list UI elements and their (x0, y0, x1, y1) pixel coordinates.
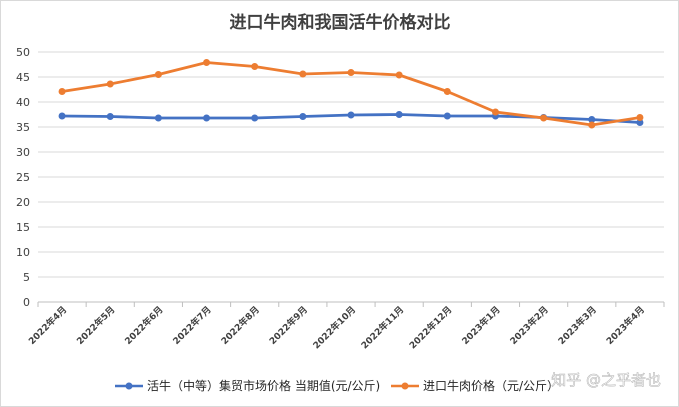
data-point (395, 71, 403, 79)
data-point (347, 69, 355, 76)
x-tick-label: 2023年4月 (604, 304, 647, 347)
gridlines (38, 51, 664, 303)
x-tick-label: 2022年12月 (407, 304, 455, 352)
data-point (588, 121, 596, 129)
data-point (443, 88, 451, 95)
data-point (154, 71, 162, 78)
x-tick-label: 2023年3月 (556, 304, 599, 347)
data-point (395, 111, 403, 118)
legend-swatch-marker (401, 382, 409, 390)
data-point (491, 108, 499, 116)
data-point (636, 114, 644, 121)
y-tick-label: 10 (16, 246, 30, 259)
data-point (347, 111, 355, 119)
data-point (443, 112, 451, 120)
data-point (58, 88, 66, 95)
data-point (540, 114, 548, 122)
data-point (106, 80, 114, 88)
legend: 活牛（中等）集贸市场价格 当期值(元/公斤) 进口牛肉价格（元/公斤） (115, 378, 559, 393)
legend-label: 活牛（中等）集贸市场价格 当期值(元/公斤) (147, 378, 380, 393)
x-tick-label: 2022年11月 (358, 304, 406, 352)
x-tick-label: 2022年9月 (267, 304, 310, 347)
series-2 (58, 59, 644, 129)
y-tick-label: 5 (23, 271, 30, 284)
y-tick-label: 45 (16, 71, 30, 84)
data-point (251, 114, 259, 122)
y-axis-ticks: 0 5 10 15 20 25 30 35 40 45 50 (16, 46, 30, 309)
data-point (203, 59, 211, 66)
data-point (58, 112, 66, 120)
data-point (299, 113, 307, 120)
y-tick-label: 50 (16, 46, 30, 59)
y-tick-label: 35 (16, 121, 30, 134)
x-tick-label: 2022年5月 (74, 304, 117, 347)
y-tick-label: 0 (23, 296, 30, 309)
legend-swatch-marker (125, 382, 133, 390)
data-point (588, 116, 596, 123)
data-point (251, 63, 259, 70)
legend-label: 进口牛肉价格（元/公斤） (423, 378, 559, 393)
x-tick-label: 2022年4月 (26, 304, 69, 347)
x-tick-label: 2022年10月 (310, 304, 358, 352)
data-point (299, 70, 307, 78)
series-lines (58, 59, 644, 129)
data-point (203, 114, 211, 122)
legend-item-series-2: 进口牛肉价格（元/公斤） (391, 378, 559, 393)
x-tick-label: 2022年7月 (170, 304, 213, 347)
y-tick-label: 30 (16, 146, 30, 159)
y-tick-label: 40 (16, 96, 30, 109)
y-tick-label: 25 (16, 171, 30, 184)
watermark: 知乎 @之乎者也 (551, 371, 661, 389)
x-tick-label: 2022年8月 (218, 304, 261, 347)
chart-title: 进口牛肉和我国活牛价格对比 (230, 12, 451, 33)
data-point (154, 114, 162, 122)
x-tick-label: 2023年1月 (459, 304, 502, 347)
y-tick-label: 20 (16, 196, 30, 209)
data-point (106, 113, 114, 120)
y-tick-label: 15 (16, 221, 30, 234)
x-tick-label: 2022年6月 (122, 304, 165, 347)
x-axis-ticks: 2022年4月 2022年5月 2022年6月 2022年7月 2022年8月 2022年… (26, 302, 665, 352)
data-point (636, 119, 644, 126)
legend-item-series-1: 活牛（中等）集贸市场价格 当期值(元/公斤) (115, 378, 380, 393)
x-tick-label: 2023年2月 (507, 304, 550, 347)
